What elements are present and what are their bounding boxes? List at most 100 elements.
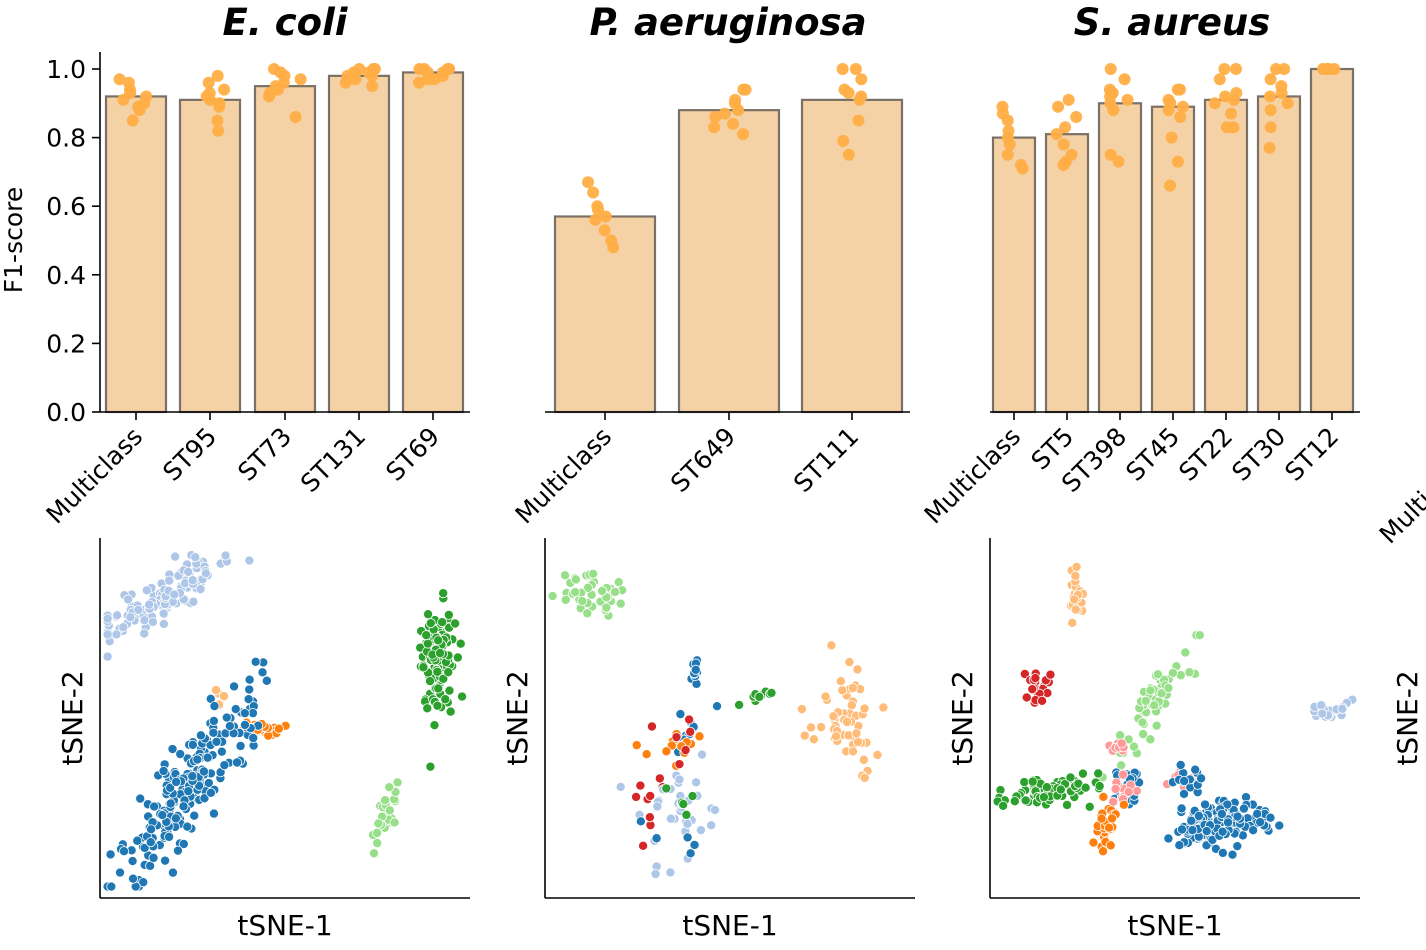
scatter-point bbox=[443, 667, 454, 678]
scatter-point bbox=[372, 838, 383, 849]
scatter-point bbox=[189, 810, 200, 821]
scatter-point bbox=[243, 694, 254, 705]
bar bbox=[1044, 133, 1090, 414]
scatter-point bbox=[1116, 738, 1127, 749]
scatter-point bbox=[440, 694, 451, 705]
scatter-point bbox=[687, 791, 698, 802]
scatter-point bbox=[1216, 808, 1227, 819]
data-point bbox=[737, 83, 750, 96]
scatter-point bbox=[178, 838, 189, 849]
scatter-point bbox=[847, 746, 858, 757]
scatter-point bbox=[187, 739, 198, 750]
data-point bbox=[607, 241, 620, 254]
panel-title: S. aureus bbox=[1074, 1, 1271, 44]
data-point bbox=[1057, 138, 1070, 151]
data-point bbox=[1264, 104, 1277, 117]
scatter-point bbox=[847, 682, 858, 693]
scatter-point bbox=[188, 596, 199, 607]
scatter-point bbox=[646, 721, 657, 732]
scatter-point bbox=[169, 589, 180, 600]
scatter-point bbox=[119, 846, 130, 857]
scatter-point bbox=[678, 799, 689, 810]
scatter-point bbox=[450, 618, 461, 629]
scatter-point bbox=[199, 793, 210, 804]
scatter-point bbox=[239, 708, 250, 719]
data-point bbox=[587, 186, 600, 199]
scatter-point bbox=[675, 709, 686, 720]
scatter-point bbox=[167, 744, 178, 755]
scatter-point bbox=[208, 715, 219, 726]
scatter-point bbox=[1069, 594, 1080, 605]
scatter-point bbox=[808, 734, 819, 745]
scatter-marks bbox=[102, 550, 468, 892]
y-tick-label: 1.0 bbox=[46, 55, 86, 84]
scatter-point bbox=[123, 594, 134, 605]
scatter-point bbox=[831, 731, 842, 742]
scatter-point bbox=[837, 685, 848, 696]
data-point bbox=[1275, 87, 1288, 100]
scatter-point bbox=[437, 617, 448, 628]
scatter-point bbox=[754, 691, 765, 702]
scatter-point bbox=[261, 675, 272, 686]
data-point bbox=[1062, 93, 1075, 106]
scatter-point bbox=[216, 746, 227, 757]
x-tick-label: ST22 bbox=[1173, 422, 1238, 487]
data-point bbox=[133, 104, 146, 117]
scatter-point bbox=[645, 790, 656, 801]
scatter-point bbox=[1248, 825, 1259, 836]
scatter-point bbox=[1030, 673, 1041, 684]
data-point bbox=[218, 83, 231, 96]
scatter-point bbox=[766, 687, 777, 698]
scatter-point bbox=[148, 852, 159, 863]
scatter-point bbox=[1337, 703, 1348, 714]
scatter-point bbox=[680, 745, 691, 756]
scatter-point bbox=[175, 749, 186, 760]
scatter-point bbox=[805, 722, 816, 733]
scatter-point bbox=[1104, 822, 1115, 833]
scatter-point bbox=[384, 782, 395, 793]
scatter-point bbox=[244, 684, 255, 695]
scatter-point bbox=[373, 818, 384, 829]
data-point bbox=[1171, 155, 1184, 168]
scatter-point bbox=[158, 608, 169, 619]
data-point bbox=[294, 73, 307, 86]
scatter-point bbox=[139, 842, 150, 853]
bar bbox=[327, 74, 391, 414]
scatter-point bbox=[187, 771, 198, 782]
scatter-point bbox=[1196, 773, 1207, 784]
scatter-point bbox=[665, 867, 676, 878]
scatter-point bbox=[615, 781, 626, 792]
scatter-point bbox=[1176, 824, 1187, 835]
data-point bbox=[727, 117, 740, 130]
scatter-point bbox=[1152, 669, 1163, 680]
scatter-point bbox=[1223, 817, 1234, 828]
scatter-point bbox=[1021, 692, 1032, 703]
scatter-point bbox=[1217, 826, 1228, 837]
scatter-point bbox=[146, 824, 157, 835]
scatter-point bbox=[239, 719, 250, 730]
scatter-point bbox=[1009, 796, 1020, 807]
scatter-point bbox=[577, 595, 588, 606]
data-point bbox=[1070, 111, 1083, 124]
data-point bbox=[202, 76, 215, 89]
scatter-point bbox=[1274, 820, 1285, 831]
scatter-point bbox=[1020, 795, 1031, 806]
scatter-point bbox=[1080, 782, 1091, 793]
data-point bbox=[263, 90, 276, 103]
data-point bbox=[1104, 63, 1117, 75]
data-point bbox=[589, 213, 602, 226]
scatter-point bbox=[224, 721, 235, 732]
scatter-point bbox=[570, 587, 581, 598]
tsne-panel-saureus: tSNE-1 tSNE-2 bbox=[946, 538, 1360, 942]
panel-title: P. aeruginosa bbox=[589, 1, 866, 44]
scatter-point bbox=[560, 570, 571, 581]
scatter-point bbox=[132, 835, 143, 846]
data-point bbox=[1112, 155, 1125, 168]
bar bbox=[1309, 67, 1355, 414]
scatter-point bbox=[128, 873, 139, 884]
data-point bbox=[413, 76, 426, 89]
data-point bbox=[1050, 128, 1063, 141]
bar bbox=[991, 136, 1037, 414]
scatter-point bbox=[111, 629, 122, 640]
